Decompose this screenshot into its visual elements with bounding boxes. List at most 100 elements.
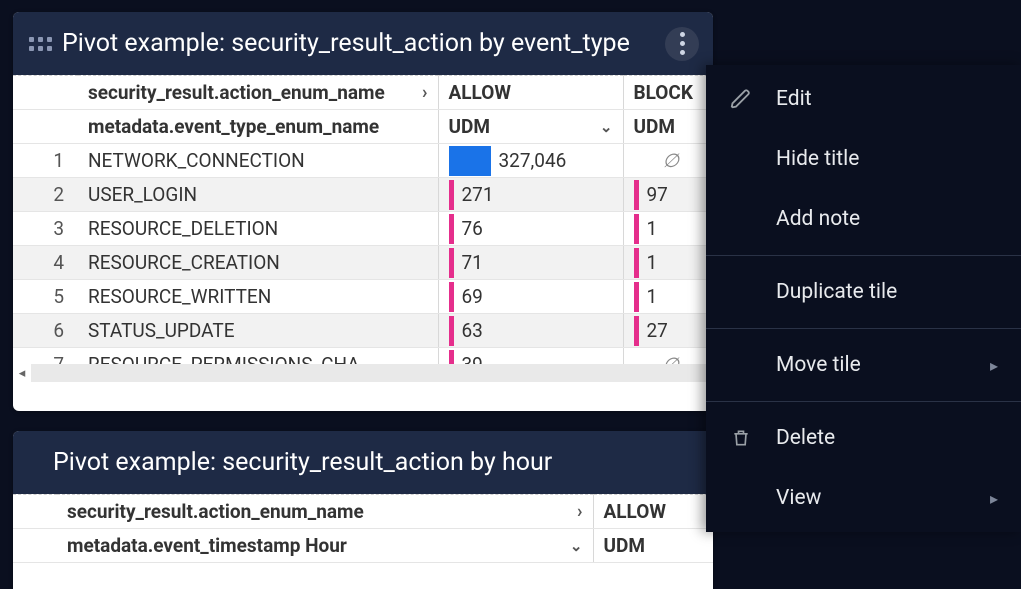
allow-value: 327,046 bbox=[499, 149, 567, 172]
block-cell: 27 bbox=[623, 314, 713, 348]
bar-indicator bbox=[634, 248, 639, 278]
table-row[interactable]: 2USER_LOGIN 271 97 bbox=[13, 178, 713, 212]
pivot-tile-1: Pivot example: security_result_action by… bbox=[13, 12, 713, 411]
allow-value: 271 bbox=[462, 183, 494, 206]
column-header-label: metadata.event_timestamp Hour bbox=[67, 534, 347, 557]
block-cell: ∅ bbox=[623, 144, 713, 178]
chevron-right-icon: › bbox=[422, 82, 427, 103]
row-index: 4 bbox=[13, 246, 78, 280]
scroll-left-icon[interactable]: ◂ bbox=[13, 364, 31, 382]
menu-item-view[interactable]: View ▸ bbox=[706, 468, 1021, 528]
menu-item-label: Edit bbox=[776, 87, 812, 111]
table-row[interactable]: 6STATUS_UPDATE6327 bbox=[13, 314, 713, 348]
bar-indicator bbox=[449, 180, 454, 210]
column-header-udm-allow[interactable]: UDM ⌄ bbox=[438, 110, 623, 144]
bar-indicator bbox=[449, 146, 491, 176]
pivot-table: security_result.action_enum_name › ALLOW… bbox=[13, 494, 713, 563]
table-row[interactable]: 5RESOURCE_WRITTEN 69 1 bbox=[13, 280, 713, 314]
row-index: 2 bbox=[13, 178, 78, 212]
allow-value: 76 bbox=[462, 217, 483, 240]
tile-title: Pivot example: security_result_action by… bbox=[62, 29, 630, 58]
allow-cell: 327,046 bbox=[438, 144, 623, 178]
column-header-dimension[interactable]: security_result.action_enum_name › bbox=[78, 76, 438, 110]
menu-item-delete[interactable]: Delete bbox=[706, 408, 1021, 468]
row-index: 1 bbox=[13, 144, 78, 178]
block-value: 1 bbox=[647, 217, 658, 240]
chevron-down-icon: ⌄ bbox=[600, 118, 613, 136]
pencil-icon bbox=[728, 86, 754, 112]
menu-item-add-note[interactable]: Add note bbox=[706, 189, 1021, 249]
tile-header: Pivot example: security_result_action by… bbox=[13, 431, 713, 494]
allow-cell: 63 bbox=[438, 314, 623, 348]
tile-context-menu: Edit Hide title Add note Duplicate tile … bbox=[706, 65, 1021, 532]
bar-indicator bbox=[449, 248, 454, 278]
block-value: 97 bbox=[647, 183, 668, 206]
block-cell: 1 bbox=[623, 246, 713, 280]
menu-item-duplicate[interactable]: Duplicate tile bbox=[706, 262, 1021, 322]
block-value: 1 bbox=[647, 285, 658, 308]
drag-handle-icon[interactable] bbox=[29, 37, 52, 51]
row-index: 5 bbox=[13, 280, 78, 314]
column-header-dimension[interactable]: security_result.action_enum_name › bbox=[57, 495, 593, 529]
column-header-udm-block[interactable]: UDM bbox=[623, 110, 713, 144]
event-type-cell: RESOURCE_WRITTEN bbox=[78, 280, 438, 314]
table-row[interactable]: 3RESOURCE_DELETION 76 1 bbox=[13, 212, 713, 246]
menu-item-edit[interactable]: Edit bbox=[706, 69, 1021, 129]
pivot-tile-2: Pivot example: security_result_action by… bbox=[13, 431, 713, 589]
block-value: 27 bbox=[647, 319, 668, 342]
column-header-allow[interactable]: ALLOW bbox=[438, 76, 623, 110]
menu-divider bbox=[706, 401, 1021, 402]
horizontal-scrollbar[interactable]: ◂ bbox=[13, 364, 713, 382]
bar-indicator bbox=[634, 180, 639, 210]
event-type-cell: RESOURCE_CREATION bbox=[78, 246, 438, 280]
bar-indicator bbox=[634, 316, 639, 346]
menu-item-hide-title[interactable]: Hide title bbox=[706, 129, 1021, 189]
allow-value: 69 bbox=[462, 285, 483, 308]
column-header-udm-allow[interactable]: UDM bbox=[593, 529, 713, 563]
block-cell: 97 bbox=[623, 178, 713, 212]
block-cell: 1 bbox=[623, 212, 713, 246]
block-cell: 1 bbox=[623, 280, 713, 314]
tile-menu-button[interactable] bbox=[665, 27, 699, 61]
block-value: ∅ bbox=[634, 149, 709, 172]
chevron-right-icon: › bbox=[577, 501, 582, 522]
block-value: 1 bbox=[647, 251, 658, 274]
allow-cell: 76 bbox=[438, 212, 623, 246]
column-header-allow[interactable]: ALLOW bbox=[593, 495, 713, 529]
column-header-block[interactable]: BLOCK bbox=[623, 76, 713, 110]
event-type-cell: RESOURCE_DELETION bbox=[78, 212, 438, 246]
allow-value: 71 bbox=[462, 251, 483, 274]
column-header-label: security_result.action_enum_name bbox=[88, 81, 385, 104]
tile-title: Pivot example: security_result_action by… bbox=[53, 448, 552, 477]
column-header-metric-dim[interactable]: metadata.event_timestamp Hour ⌄ bbox=[57, 529, 593, 563]
pivot-table: security_result.action_enum_name › ALLOW… bbox=[13, 75, 713, 382]
bar-indicator bbox=[634, 282, 639, 312]
allow-cell: 271 bbox=[438, 178, 623, 212]
row-index: 3 bbox=[13, 212, 78, 246]
chevron-right-icon: ▸ bbox=[990, 356, 998, 375]
allow-value: 63 bbox=[462, 319, 483, 342]
menu-item-label: Hide title bbox=[776, 147, 859, 171]
menu-divider bbox=[706, 328, 1021, 329]
event-type-cell: USER_LOGIN bbox=[78, 178, 438, 212]
allow-cell: 71 bbox=[438, 246, 623, 280]
menu-item-label: Add note bbox=[776, 207, 860, 231]
column-header-label: security_result.action_enum_name bbox=[67, 500, 364, 523]
bar-indicator bbox=[449, 214, 454, 244]
column-header-metric-dim[interactable]: metadata.event_type_enum_name bbox=[78, 110, 438, 144]
bar-indicator bbox=[449, 282, 454, 312]
bar-indicator bbox=[449, 316, 454, 346]
scroll-track[interactable] bbox=[31, 364, 713, 382]
trash-icon bbox=[728, 425, 754, 451]
chevron-right-icon: ▸ bbox=[990, 489, 998, 508]
menu-divider bbox=[706, 255, 1021, 256]
column-header-label: UDM bbox=[449, 115, 491, 138]
bar-indicator bbox=[634, 214, 639, 244]
table-row[interactable]: 1NETWORK_CONNECTION327,046∅ bbox=[13, 144, 713, 178]
tile-header: Pivot example: security_result_action by… bbox=[13, 12, 713, 75]
menu-item-label: Move tile bbox=[776, 353, 861, 377]
menu-item-move[interactable]: Move tile ▸ bbox=[706, 335, 1021, 395]
table-row[interactable]: 4RESOURCE_CREATION 71 1 bbox=[13, 246, 713, 280]
menu-item-label: Delete bbox=[776, 426, 835, 450]
chevron-down-icon: ⌄ bbox=[570, 537, 583, 555]
